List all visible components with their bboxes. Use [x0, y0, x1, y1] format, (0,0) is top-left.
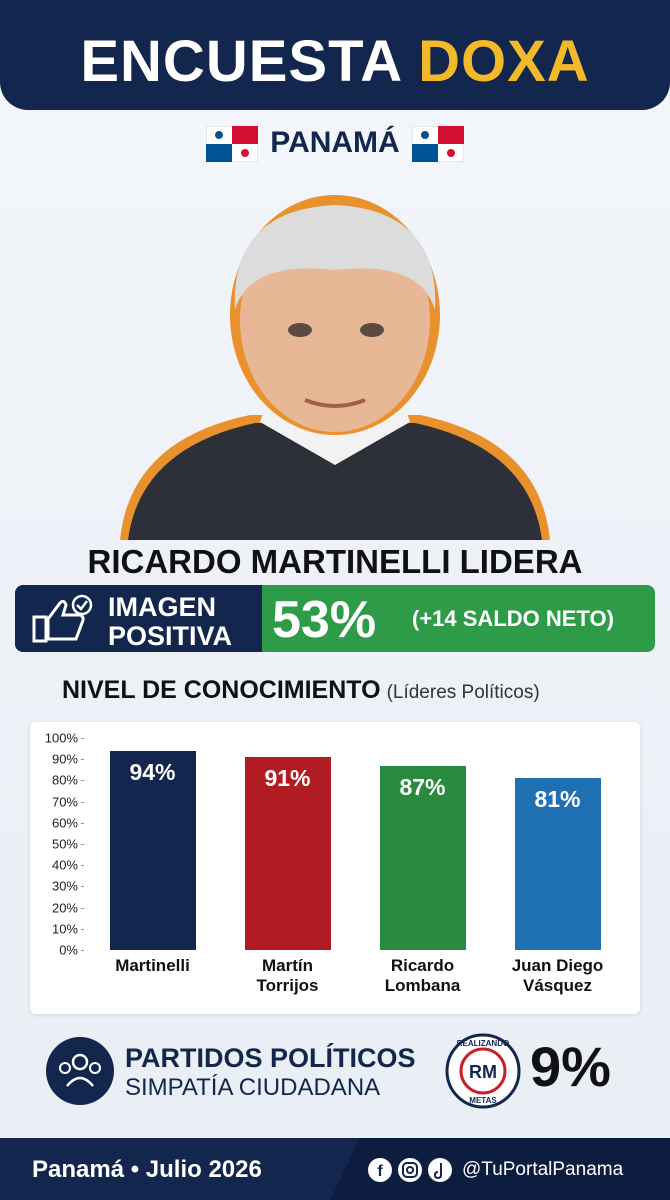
y-tick-label: 30%: [51, 878, 78, 894]
place-date: Panamá • Julio 2026: [32, 1156, 262, 1183]
social-icons: f: [368, 1158, 452, 1182]
banner-right: [262, 585, 655, 652]
chart-subtitle: (Líderes Políticos): [386, 682, 540, 703]
y-tick: [81, 780, 84, 782]
y-tick: [81, 844, 84, 845]
bar: [109, 750, 196, 950]
chart-title-text: NIVEL DE CONOCIMIENTO: [62, 676, 381, 704]
x-tick-label: Martín Torrijos: [256, 956, 319, 995]
title-word: ENCUESTA: [80, 29, 401, 94]
y-tick: [81, 886, 84, 888]
y-tick-label: 80%: [51, 772, 78, 788]
bar: [514, 778, 601, 950]
value-label: 81%: [534, 786, 581, 813]
y-tick-label: 0%: [59, 942, 78, 958]
like-icon: [32, 594, 93, 643]
title: ENCUESTA DOXA: [0, 28, 670, 95]
logo: REALIZANDO RM METAS: [445, 1033, 521, 1109]
y-tick: [81, 822, 84, 824]
logo-text: METAS: [469, 1096, 497, 1105]
y-tick-label: 40%: [51, 857, 78, 873]
banner-label: IMAGEN: [108, 592, 216, 622]
y-tick: [81, 865, 84, 867]
y-tick-label: 50%: [51, 836, 78, 852]
header-band: [0, 0, 670, 110]
y-tick: [81, 950, 84, 951]
x-tick-label: Ricardo Lombana: [384, 956, 461, 995]
y-tick: [81, 759, 84, 761]
banner-label: POSITIVA: [108, 621, 233, 651]
chart: 0% 10% 20% 30% 40% 50% 60% 70% 80% 90% 100% Martine…: [30, 722, 640, 1014]
headline: RICARDO MARTINELLI LIDERA: [87, 543, 583, 580]
y-tick-label: 10%: [51, 921, 78, 937]
y-tick: [81, 738, 84, 739]
banner-value: 53%: [272, 591, 377, 649]
chart-title: NIVEL DE CONOCIMIENTO (Líderes Políticos): [62, 676, 540, 705]
people-icon: [46, 1037, 114, 1105]
y-tick: [81, 928, 84, 930]
portrait: [120, 195, 550, 540]
bar: [379, 765, 466, 950]
logo-text: RM: [469, 1062, 497, 1082]
country: PANAMÁ: [0, 126, 670, 163]
x-tick-label: Juan Diego Vásquez: [511, 956, 604, 995]
bar: [244, 757, 331, 950]
logo-text: REALIZANDO: [457, 1039, 509, 1048]
country-name: PANAMÁ: [270, 126, 400, 159]
value-label: 91%: [264, 765, 311, 792]
y-tick-label: 70%: [51, 794, 78, 810]
y-tick-label: 20%: [51, 900, 78, 916]
handle[interactable]: @TuPortalPanama: [462, 1159, 624, 1180]
y-tick: [81, 801, 84, 803]
y-tick-label: 90%: [51, 751, 78, 767]
banner-note: (+14 SALDO NETO): [412, 606, 614, 631]
y-tick-label: 100%: [44, 730, 78, 746]
parties-line: PARTIDOS POLÍTICOS: [125, 1043, 416, 1073]
flag: [206, 126, 259, 163]
parties-value: 9%: [530, 1035, 611, 1098]
svg-text:f: f: [377, 1163, 383, 1180]
title-word: DOXA: [418, 29, 590, 94]
y-tick-label: 60%: [51, 815, 78, 831]
y-tick: [81, 907, 84, 909]
x-tick-label: Martinelli: [115, 956, 190, 975]
banner-left: [15, 585, 265, 652]
value-label: 94%: [129, 758, 176, 785]
flag: [411, 126, 464, 163]
parties-line: SIMPATÍA CIUDADANA: [125, 1074, 381, 1101]
value-label: 87%: [399, 773, 446, 800]
